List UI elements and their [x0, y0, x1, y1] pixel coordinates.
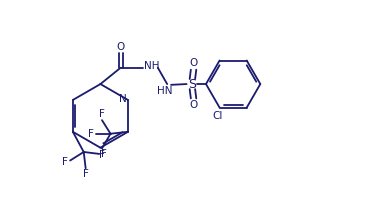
- Text: N: N: [119, 94, 127, 104]
- Text: Cl: Cl: [212, 111, 223, 121]
- Text: F: F: [101, 149, 107, 159]
- Text: O: O: [189, 100, 198, 110]
- Text: F: F: [62, 157, 68, 168]
- Text: S: S: [188, 78, 196, 90]
- Text: O: O: [117, 42, 125, 52]
- Text: O: O: [189, 58, 198, 68]
- Text: HN: HN: [158, 86, 173, 96]
- Text: F: F: [83, 170, 89, 179]
- Text: F: F: [88, 129, 94, 139]
- Text: F: F: [99, 109, 105, 119]
- Text: NH: NH: [144, 61, 160, 71]
- Text: F: F: [99, 150, 105, 160]
